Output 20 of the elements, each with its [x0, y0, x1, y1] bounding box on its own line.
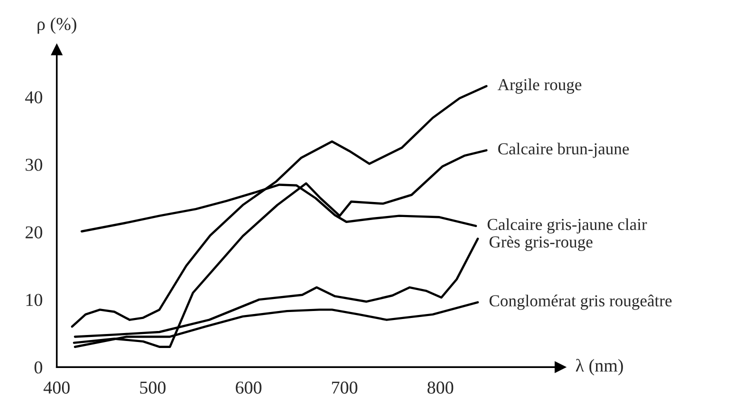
series-label: Argile rouge: [498, 78, 582, 94]
series-label: Calcaire gris-jaune clair: [488, 218, 647, 234]
y-tick-label: 10: [26, 294, 42, 306]
y-tick-label: 20: [26, 226, 42, 238]
x-tick-label: 500: [140, 382, 166, 394]
y-tick-label: 0: [34, 361, 42, 374]
y-tick-label: 40: [25, 91, 42, 104]
x-tick-label: 800: [428, 382, 454, 394]
x-tick-label: 700: [332, 382, 358, 394]
line-series: [72, 149, 488, 348]
y-tick-label: 30: [26, 158, 42, 171]
line-series: [71, 85, 488, 328]
x-tick-label: 400: [44, 382, 70, 394]
series-label: Conglomérat gris rougeâtre: [490, 294, 672, 310]
x-tick-label: 600: [236, 382, 262, 394]
series-label: Grès gris-rouge: [490, 236, 592, 251]
x-axis-title: λ (nm): [576, 358, 623, 376]
line-series: [80, 184, 477, 232]
series-label: Calcaire brun-jaune: [498, 142, 629, 158]
y-axis-title: ρ (%): [38, 17, 76, 34]
